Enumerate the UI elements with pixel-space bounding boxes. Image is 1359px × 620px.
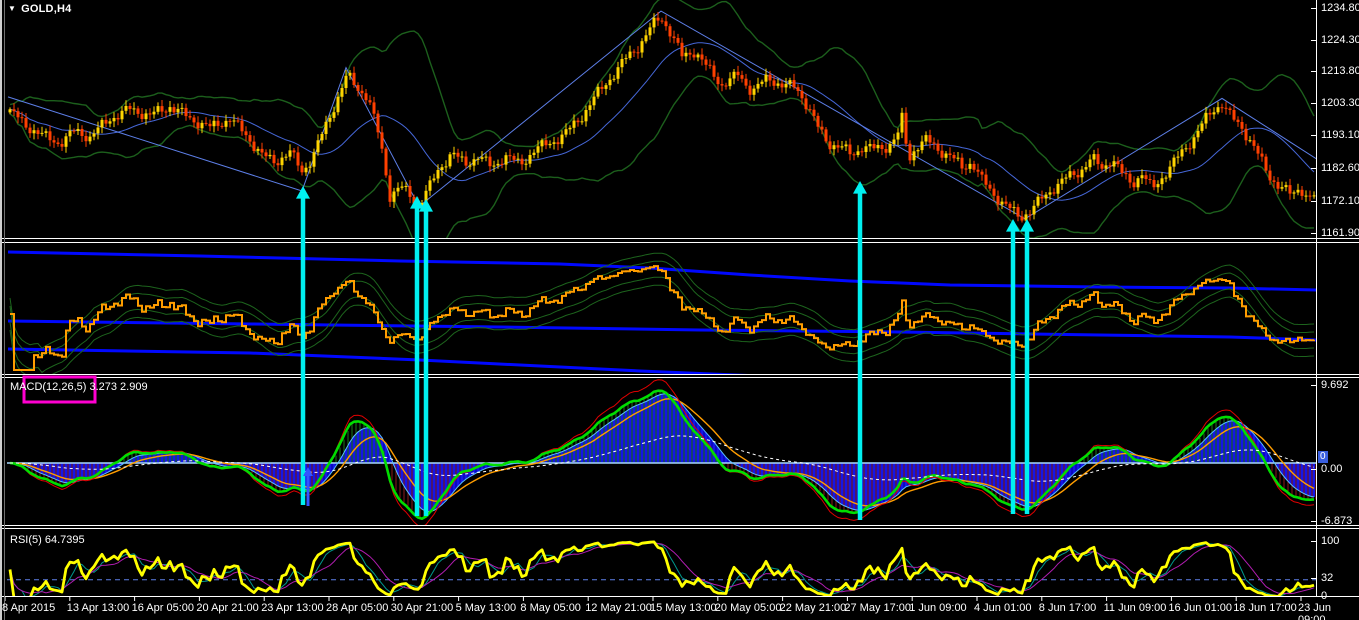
- time-axis-label: 4 Jun 01:00: [974, 602, 1032, 614]
- macd-axis-label: 0.00: [1321, 463, 1343, 475]
- price-axis-label: 1224.30: [1321, 34, 1359, 46]
- pane2-envelope-3: [9, 284, 1315, 374]
- time-axis-label: 22 May 21:00: [779, 602, 847, 614]
- time-axis-label: 16 Jun 01:00: [1168, 602, 1233, 614]
- time-axis-label: 16 Apr 05:00: [131, 602, 194, 614]
- time-axis-label: 12 May 21:00: [585, 602, 652, 614]
- time-axis-label: 8 May 05:00: [520, 602, 581, 614]
- price-axis-label: 1234.80: [1321, 2, 1359, 14]
- buy-arrow-cyan[interactable]: [296, 186, 310, 505]
- axis-ticks: [4, 8, 1317, 601]
- triangle-down-icon[interactable]: ▼: [8, 4, 17, 13]
- symbol-title: ▼ GOLD,H4: [8, 3, 71, 15]
- pane2-envelope-1: [9, 260, 1315, 358]
- zigzag-line: [7, 10, 1316, 220]
- time-axis-label: 28 Apr 05:00: [326, 602, 389, 614]
- rsi-axis-label: 32: [1321, 572, 1334, 584]
- time-axis-label: 8 Jun 17:00: [1038, 602, 1097, 614]
- time-axis-label: 18 Jun 17:00: [1233, 602, 1297, 614]
- symbol-title-text: GOLD,H4: [21, 3, 72, 15]
- rsi-axis-label: 0: [1321, 590, 1328, 602]
- time-axis-label: 1 Jun 09:00: [909, 602, 967, 614]
- bollinger-lower-line: [9, 75, 1315, 238]
- macd-current-value-badge: 0: [1318, 451, 1328, 463]
- price-axis-label: 1213.80: [1321, 65, 1359, 77]
- macd-axis-label: 9.692: [1321, 379, 1349, 391]
- window-left-border-inner: [4, 0, 5, 620]
- buy-arrow-cyan[interactable]: [419, 199, 433, 516]
- time-axis-label: 23 Jun 09:00: [1298, 602, 1332, 620]
- buy-arrow-cyan[interactable]: [1020, 219, 1034, 514]
- time-axis-label: 27 May 17:00: [844, 602, 912, 614]
- price-axis-label: 1182.60: [1321, 162, 1359, 174]
- rsi-indicator-label: RSI(5) 64.7395: [10, 534, 85, 546]
- buy-arrow-blue[interactable]: [303, 467, 313, 506]
- macd-axis-label: -6.873: [1321, 515, 1353, 527]
- pane2-indicator: [7, 250, 1316, 374]
- time-axis-label: 30 Apr 21:00: [390, 602, 454, 614]
- buy-arrow-cyan[interactable]: [410, 196, 424, 516]
- price-axis-label: 1193.10: [1321, 129, 1359, 141]
- time-axis-label: 20 May 05:00: [714, 602, 782, 614]
- time-axis-label: 13 Apr 13:00: [66, 602, 130, 614]
- price-axis-label: 1172.10: [1321, 195, 1359, 207]
- bollinger-upper-line: [9, 0, 1315, 173]
- rsi-main-line: [8, 540, 1315, 596]
- time-axis-label: 20 Apr 21:00: [196, 602, 259, 614]
- pane2-blue-band-2: [7, 347, 749, 374]
- macd-main-line: [9, 389, 1315, 521]
- signal-arrows: [296, 181, 1034, 520]
- buy-arrow-cyan[interactable]: [1006, 219, 1020, 514]
- highlight-rectangle[interactable]: [22, 375, 97, 404]
- time-axis-label: 5 May 13:00: [455, 602, 517, 614]
- time-axis-label: 15 May 13:00: [650, 602, 717, 614]
- macd-pane: [7, 379, 1316, 525]
- macd-signal-line: [9, 398, 1315, 507]
- buy-arrow-cyan[interactable]: [853, 181, 867, 520]
- main-pane: [7, 0, 1316, 238]
- time-axis-label: 23 Apr 13:00: [261, 602, 324, 614]
- rsi-axis-label: 100: [1321, 535, 1340, 547]
- time-axis-label: 8 Apr 2015: [2, 602, 56, 614]
- price-axis-label: 1203.30: [1321, 97, 1359, 109]
- rsi-pane: [7, 540, 1316, 596]
- pane2-envelope-0: [9, 252, 1315, 350]
- candles-group: [8, 12, 1316, 226]
- pane2-blue-band-0: [7, 250, 1316, 292]
- macd-dashed-line: [10, 435, 1315, 482]
- price-axis-label: 1161.90: [1321, 227, 1359, 239]
- pane2-envelope-2: [9, 276, 1315, 374]
- bollinger-middle-line: [9, 42, 1315, 201]
- time-axis-label: 11 Jun 09:00: [1103, 602, 1167, 614]
- macd-indicator-label: MACD(12,26,5) 3.273 2.909: [10, 381, 148, 393]
- window-left-border: [0, 0, 2, 620]
- pane-separators: [0, 0, 1359, 597]
- pane2-orange-line: [10, 265, 1315, 371]
